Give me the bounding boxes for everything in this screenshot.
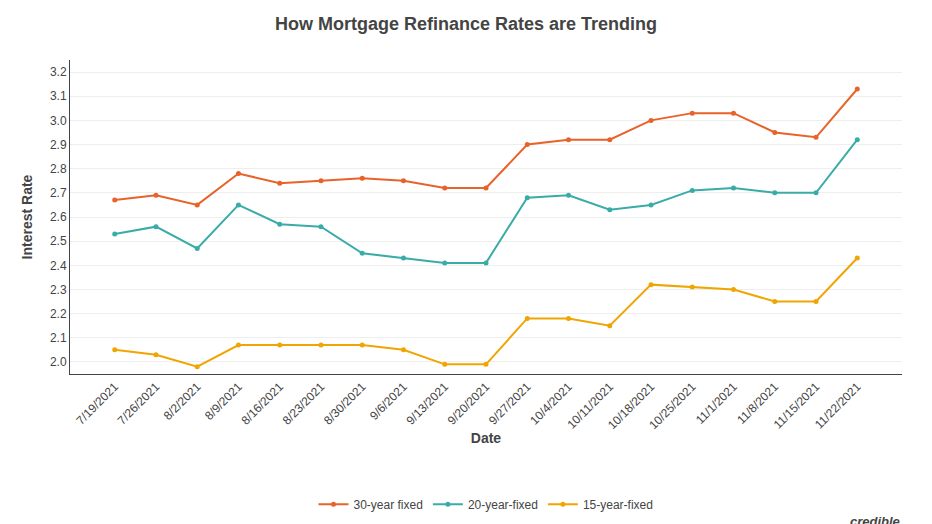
svg-text:15-year-fixed: 15-year-fixed bbox=[583, 498, 653, 512]
svg-text:credible: credible bbox=[850, 514, 900, 524]
svg-text:2.9: 2.9 bbox=[50, 138, 67, 152]
svg-text:2.8: 2.8 bbox=[50, 162, 67, 176]
svg-text:2.2: 2.2 bbox=[50, 307, 67, 321]
svg-text:3.0: 3.0 bbox=[50, 114, 67, 128]
svg-text:How Mortgage Refinance Rates a: How Mortgage Refinance Rates are Trendin… bbox=[275, 14, 657, 34]
svg-text:Date: Date bbox=[471, 430, 502, 446]
svg-text:2.5: 2.5 bbox=[50, 234, 67, 248]
svg-text:8/2/2021: 8/2/2021 bbox=[161, 380, 204, 423]
svg-text:Interest Rate: Interest Rate bbox=[19, 174, 35, 259]
svg-text:2.7: 2.7 bbox=[50, 186, 67, 200]
svg-text:3.1: 3.1 bbox=[50, 89, 67, 103]
svg-text:9/6/2021: 9/6/2021 bbox=[367, 380, 410, 423]
svg-text:8/30/2021: 8/30/2021 bbox=[321, 380, 369, 428]
svg-text:2.6: 2.6 bbox=[50, 210, 67, 224]
svg-text:9/27/2021: 9/27/2021 bbox=[486, 380, 534, 428]
svg-text:10/4/2021: 10/4/2021 bbox=[527, 380, 575, 428]
svg-text:2.0: 2.0 bbox=[50, 355, 67, 369]
svg-text:9/20/2021: 9/20/2021 bbox=[445, 380, 493, 428]
svg-text:2.3: 2.3 bbox=[50, 283, 67, 297]
svg-text:20-year-fixed: 20-year-fixed bbox=[468, 498, 538, 512]
svg-text:2.1: 2.1 bbox=[50, 331, 67, 345]
svg-text:2.4: 2.4 bbox=[50, 259, 67, 273]
svg-text:11/15/2021: 11/15/2021 bbox=[771, 380, 823, 432]
svg-text:10/18/2021: 10/18/2021 bbox=[605, 380, 658, 433]
svg-text:3.2: 3.2 bbox=[50, 65, 67, 79]
svg-text:9/13/2021: 9/13/2021 bbox=[403, 380, 451, 428]
svg-text:8/23/2021: 8/23/2021 bbox=[280, 380, 328, 428]
svg-text:10/11/2021: 10/11/2021 bbox=[564, 380, 616, 432]
svg-text:10/25/2021: 10/25/2021 bbox=[646, 380, 699, 433]
svg-text:11/8/2021: 11/8/2021 bbox=[734, 380, 781, 427]
svg-text:8/9/2021: 8/9/2021 bbox=[202, 380, 245, 423]
svg-text:11/22/2021: 11/22/2021 bbox=[812, 380, 864, 432]
svg-text:11/1/2021: 11/1/2021 bbox=[693, 380, 740, 427]
svg-text:7/26/2021: 7/26/2021 bbox=[115, 380, 163, 428]
svg-text:8/16/2021: 8/16/2021 bbox=[238, 380, 286, 428]
svg-text:7/19/2021: 7/19/2021 bbox=[73, 380, 121, 428]
svg-text:30-year fixed: 30-year fixed bbox=[354, 498, 423, 512]
